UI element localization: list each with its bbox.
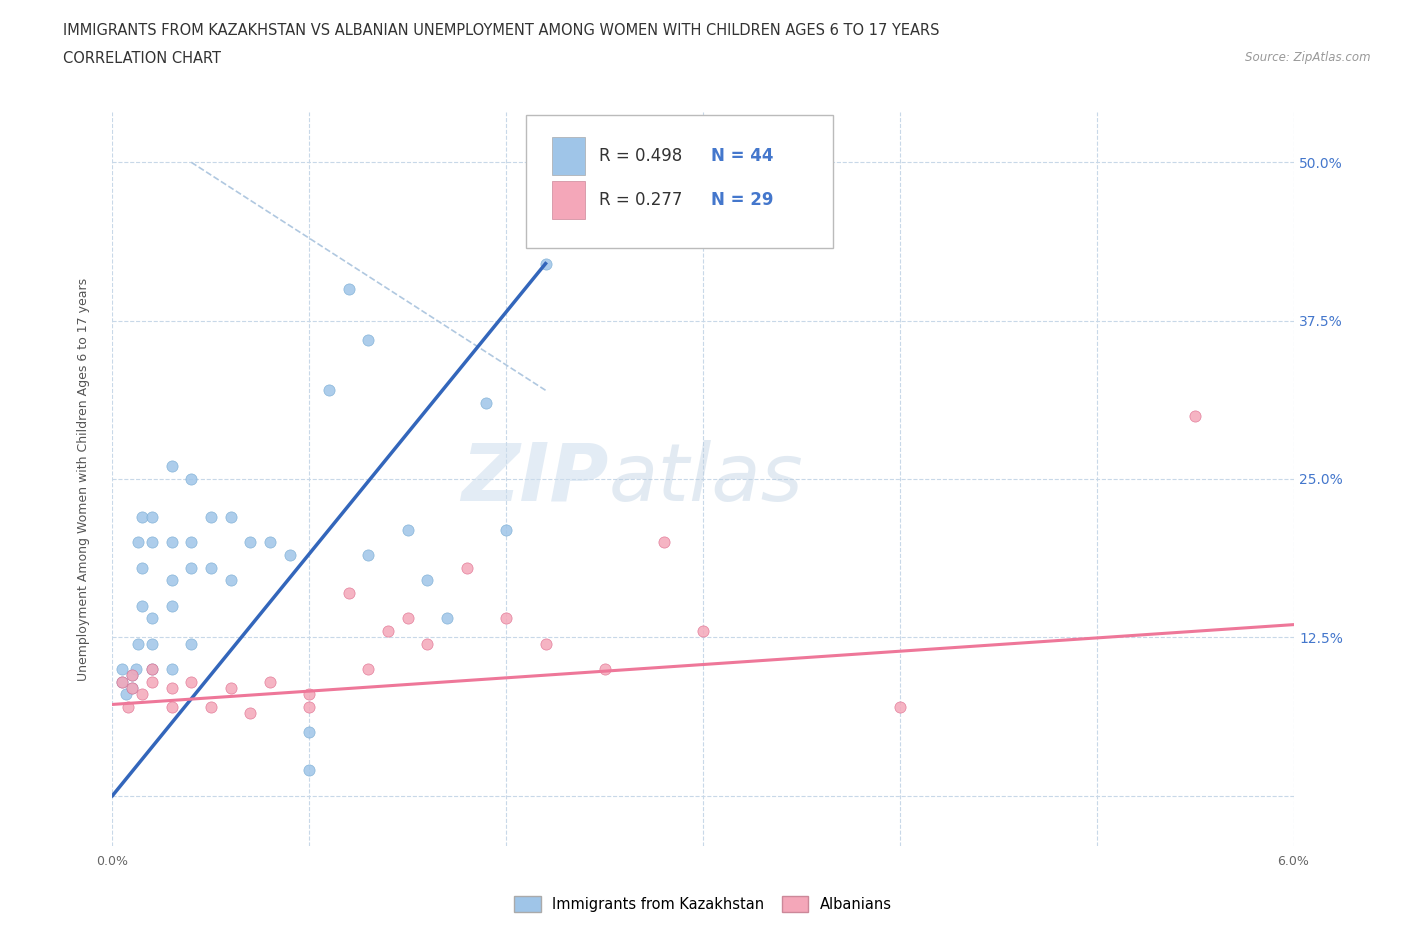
Point	[121, 668, 143, 683]
Point	[593, 661, 616, 676]
Point	[131, 598, 153, 613]
Point	[121, 668, 143, 683]
Point	[160, 535, 183, 550]
Point	[416, 636, 439, 651]
Text: Source: ZipAtlas.com: Source: ZipAtlas.com	[1246, 51, 1371, 64]
Text: IMMIGRANTS FROM KAZAKHSTAN VS ALBANIAN UNEMPLOYMENT AMONG WOMEN WITH CHILDREN AG: IMMIGRANTS FROM KAZAKHSTAN VS ALBANIAN U…	[63, 23, 939, 38]
Point	[889, 699, 911, 714]
Point	[141, 636, 163, 651]
Point	[239, 535, 262, 550]
Point	[180, 535, 202, 550]
Point	[117, 699, 139, 714]
Point	[111, 674, 134, 689]
Point	[259, 674, 281, 689]
Point	[534, 256, 557, 271]
Point	[141, 535, 163, 550]
Point	[652, 535, 675, 550]
Point	[141, 661, 163, 676]
Point	[111, 661, 134, 676]
Point	[396, 522, 419, 537]
Point	[180, 472, 202, 486]
Point	[1184, 408, 1206, 423]
Point	[219, 510, 242, 525]
Text: ZIP: ZIP	[461, 440, 609, 518]
Point	[121, 681, 143, 696]
Point	[160, 598, 183, 613]
Point	[141, 510, 163, 525]
Point	[180, 674, 202, 689]
Point	[259, 535, 281, 550]
Text: atlas: atlas	[609, 440, 803, 518]
Text: N = 29: N = 29	[711, 191, 773, 208]
Point	[337, 282, 360, 297]
Point	[278, 548, 301, 563]
Point	[475, 395, 498, 410]
Point	[127, 636, 149, 651]
Point	[298, 763, 321, 777]
Point	[160, 458, 183, 473]
Point	[141, 661, 163, 676]
Point	[180, 560, 202, 575]
Point	[357, 548, 380, 563]
Text: R = 0.498: R = 0.498	[599, 147, 682, 165]
Point	[115, 687, 138, 702]
Y-axis label: Unemployment Among Women with Children Ages 6 to 17 years: Unemployment Among Women with Children A…	[77, 277, 90, 681]
Point	[131, 560, 153, 575]
Point	[121, 681, 143, 696]
Point	[127, 535, 149, 550]
Point	[377, 623, 399, 638]
Point	[534, 636, 557, 651]
Point	[436, 611, 458, 626]
Point	[495, 522, 517, 537]
Point	[141, 674, 163, 689]
Point	[239, 706, 262, 721]
Point	[160, 681, 183, 696]
Text: N = 44: N = 44	[711, 147, 773, 165]
Point	[111, 674, 134, 689]
FancyBboxPatch shape	[551, 137, 585, 175]
Point	[200, 560, 222, 575]
Point	[160, 573, 183, 588]
Point	[692, 623, 714, 638]
Point	[200, 510, 222, 525]
Point	[125, 661, 148, 676]
Point	[160, 661, 183, 676]
Point	[357, 661, 380, 676]
Point	[318, 383, 340, 398]
Point	[298, 699, 321, 714]
Point	[219, 681, 242, 696]
Text: R = 0.277: R = 0.277	[599, 191, 682, 208]
FancyBboxPatch shape	[551, 180, 585, 219]
Point	[495, 611, 517, 626]
Point	[219, 573, 242, 588]
Point	[131, 687, 153, 702]
Point	[141, 611, 163, 626]
Point	[180, 636, 202, 651]
FancyBboxPatch shape	[526, 115, 832, 247]
Point	[298, 724, 321, 739]
Point	[200, 699, 222, 714]
Legend: Immigrants from Kazakhstan, Albanians: Immigrants from Kazakhstan, Albanians	[509, 891, 897, 918]
Point	[456, 560, 478, 575]
Point	[357, 332, 380, 347]
Point	[131, 510, 153, 525]
Point	[337, 586, 360, 601]
Point	[396, 611, 419, 626]
Point	[416, 573, 439, 588]
Point	[298, 687, 321, 702]
Text: CORRELATION CHART: CORRELATION CHART	[63, 51, 221, 66]
Point	[160, 699, 183, 714]
